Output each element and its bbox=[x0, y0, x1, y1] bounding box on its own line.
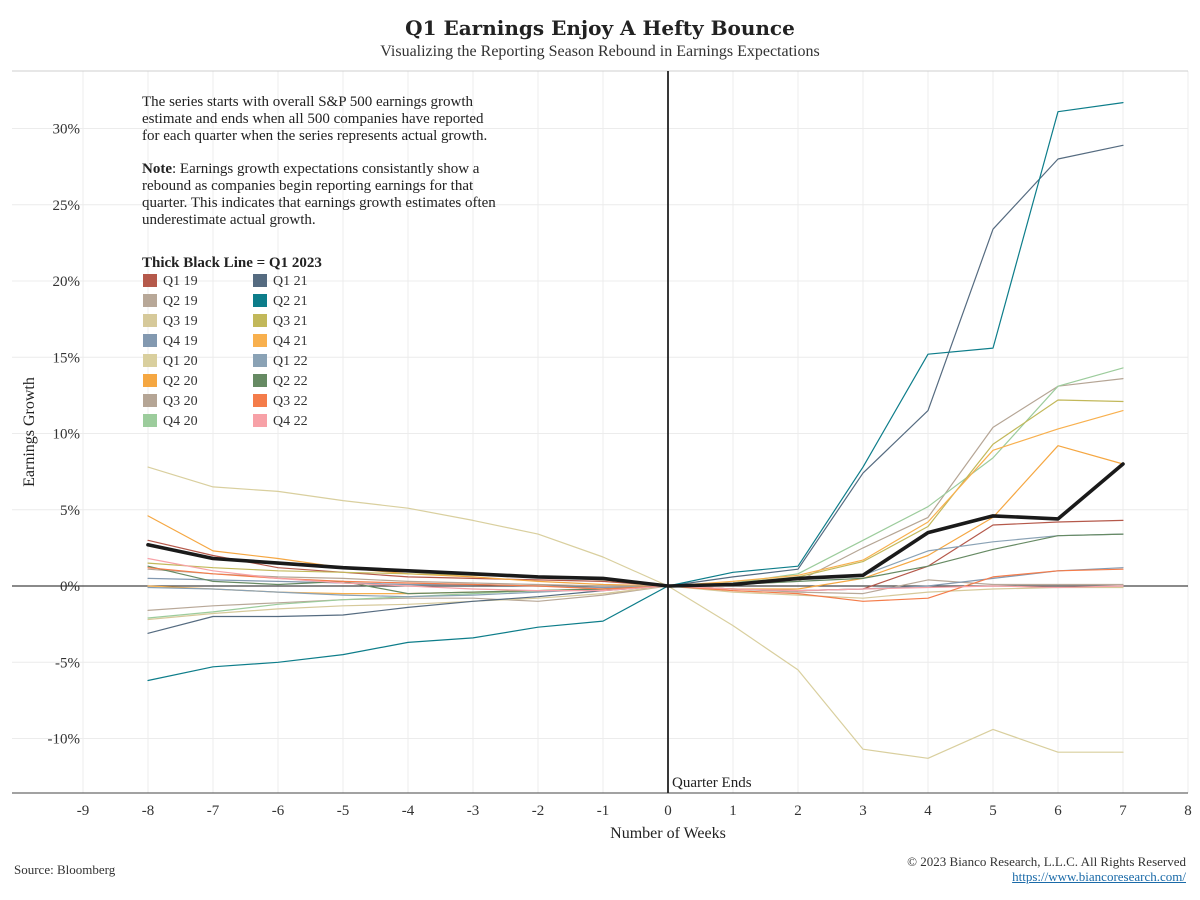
x-tick-label: -6 bbox=[272, 803, 285, 819]
legend-label: Q4 19 bbox=[163, 334, 198, 349]
x-tick-label: 3 bbox=[859, 803, 867, 819]
series-line-q1-2023 bbox=[146, 462, 1125, 588]
series-line-q4-22 bbox=[147, 557, 1124, 592]
legend-label: Q2 19 bbox=[163, 294, 198, 309]
legend-swatch bbox=[253, 274, 267, 287]
legend-swatch bbox=[143, 294, 157, 307]
y-axis-title: Earnings Growth bbox=[21, 377, 38, 487]
note-bold: Note bbox=[142, 161, 172, 177]
legend-swatch bbox=[143, 314, 157, 327]
x-tick-label: 2 bbox=[794, 803, 802, 819]
y-tick-label: 20% bbox=[53, 274, 81, 290]
x-tick-label: 7 bbox=[1119, 803, 1127, 819]
x-tick-label: -7 bbox=[207, 803, 220, 819]
legend-label: Q1 19 bbox=[163, 274, 198, 289]
annotation-text: The series starts with overall S&P 500 e… bbox=[142, 94, 496, 228]
legend-label: Q3 21 bbox=[273, 314, 308, 329]
series-line-q4-19 bbox=[147, 567, 1124, 592]
x-tick-label: 5 bbox=[989, 803, 997, 819]
x-axis-title: Number of Weeks bbox=[610, 825, 726, 842]
legend-swatch bbox=[143, 414, 157, 427]
quarter-ends-label: Quarter Ends bbox=[672, 775, 752, 791]
annotation-line-2: estimate and ends when all 500 companies… bbox=[142, 111, 484, 127]
legend-label: Q3 20 bbox=[163, 394, 198, 409]
legend-label: Q2 20 bbox=[163, 374, 198, 389]
legend-label: Q3 19 bbox=[163, 314, 198, 329]
x-tick-label: -8 bbox=[142, 803, 155, 819]
legend-swatch bbox=[253, 414, 267, 427]
chart-subtitle: Visualizing the Reporting Season Rebound… bbox=[380, 43, 820, 60]
annotation-line-3: for each quarter when the series represe… bbox=[142, 128, 487, 144]
legend-label: Q4 22 bbox=[273, 414, 308, 429]
legend-swatch bbox=[143, 394, 157, 407]
legend-swatch bbox=[143, 354, 157, 367]
legend-swatch bbox=[143, 334, 157, 347]
legend-label: Q2 22 bbox=[273, 374, 308, 389]
series-line-q2-20 bbox=[147, 445, 1124, 590]
annotation-line-1: The series starts with overall S&P 500 e… bbox=[142, 94, 474, 110]
annotation-note-2: rebound as companies begin reporting ear… bbox=[142, 178, 474, 194]
x-tick-label: -3 bbox=[467, 803, 480, 819]
y-tick-label: 25% bbox=[53, 198, 81, 214]
y-tick-label: 5% bbox=[60, 503, 80, 519]
y-tick-label: -5% bbox=[55, 655, 80, 671]
legend-label: Q4 21 bbox=[273, 334, 308, 349]
x-tick-label: 8 bbox=[1184, 803, 1192, 819]
series-line-q3-19 bbox=[147, 585, 1124, 621]
legend-swatch bbox=[253, 354, 267, 367]
series-line-q1-20 bbox=[147, 466, 1124, 759]
x-tick-label: -2 bbox=[532, 803, 545, 819]
x-tick-label: 4 bbox=[924, 803, 932, 819]
website-link[interactable]: https://www.biancoresearch.com/ bbox=[1012, 869, 1186, 884]
note-text-1: : Earnings growth expectations consistan… bbox=[172, 161, 480, 177]
source-label: Source: Bloomberg bbox=[14, 862, 116, 877]
legend-label: Q1 20 bbox=[163, 354, 198, 369]
legend-label: Q1 22 bbox=[273, 354, 308, 369]
legend: Q1 19 Q2 19 Q3 19 Q4 19 Q1 20 Q2 20 Q3 20 Q4 20… bbox=[143, 274, 308, 429]
series-group bbox=[146, 101, 1125, 759]
annotation-note-4: underestimate actual growth. bbox=[142, 212, 316, 228]
x-tick-label: -1 bbox=[597, 803, 610, 819]
series-line-q3-20 bbox=[147, 378, 1124, 587]
y-axis-ticks: -10% -5% 0% 5% 10% 15% 20% 25% 30% bbox=[48, 122, 81, 748]
legend-swatch bbox=[253, 314, 267, 327]
series-line-q4-21 bbox=[147, 410, 1124, 595]
legend-title: Thick Black Line = Q1 2023 bbox=[142, 255, 322, 271]
x-tick-label: -4 bbox=[402, 803, 415, 819]
x-tick-label: -5 bbox=[337, 803, 350, 819]
legend-swatch bbox=[143, 374, 157, 387]
series-line-q2-19 bbox=[147, 579, 1124, 612]
legend-swatch bbox=[253, 374, 267, 387]
legend-label: Q3 22 bbox=[273, 394, 308, 409]
legend-swatch bbox=[253, 394, 267, 407]
legend-label: Q2 21 bbox=[273, 294, 308, 309]
y-tick-label: -10% bbox=[48, 732, 81, 748]
legend-label: Q4 20 bbox=[163, 414, 198, 429]
x-tick-label: 0 bbox=[664, 803, 672, 819]
legend-swatch bbox=[253, 334, 267, 347]
y-tick-label: 0% bbox=[60, 579, 80, 595]
x-tick-label: 1 bbox=[729, 803, 737, 819]
x-axis-ticks: -9 -8 -7 -6 -5 -4 -3 -2 -1 0 1 2 3 4 5 6 7 8 bbox=[77, 803, 1192, 819]
y-tick-label: 30% bbox=[53, 122, 81, 138]
x-tick-label: 6 bbox=[1054, 803, 1062, 819]
chart-title: Q1 Earnings Enjoy A Hefty Bounce bbox=[405, 16, 795, 40]
y-tick-label: 10% bbox=[53, 427, 81, 443]
series-line-q2-21 bbox=[147, 101, 1124, 682]
copyright-label: © 2023 Bianco Research, L.L.C. All Right… bbox=[907, 854, 1186, 869]
y-tick-label: 15% bbox=[53, 350, 81, 366]
series-line-q3-22 bbox=[147, 567, 1124, 602]
legend-swatch bbox=[253, 294, 267, 307]
legend-swatch bbox=[143, 274, 157, 287]
annotation-note-1: Note: Earnings growth expectations consi… bbox=[142, 161, 480, 177]
legend-label: Q1 21 bbox=[273, 274, 308, 289]
x-tick-label: -9 bbox=[77, 803, 90, 819]
annotation-note-3: quarter. This indicates that earnings gr… bbox=[142, 195, 496, 211]
